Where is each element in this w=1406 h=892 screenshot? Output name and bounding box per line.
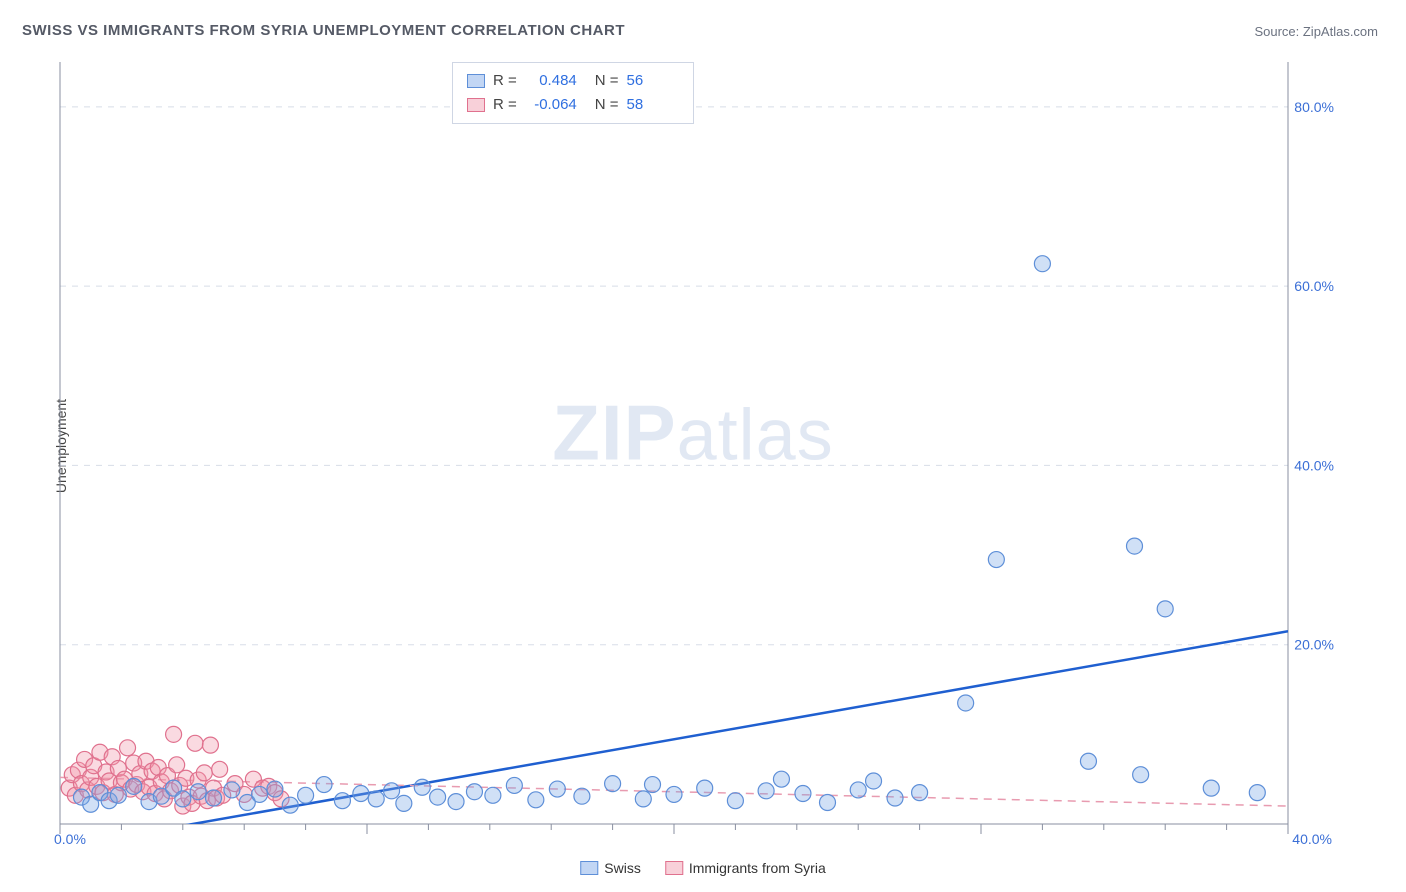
svg-text:80.0%: 80.0% — [1294, 99, 1334, 115]
legend-item: Swiss — [580, 860, 641, 876]
r-label: R = — [493, 93, 517, 117]
stats-row: R = -0.064 N = 58 — [467, 93, 679, 117]
correlation-stats-box: R = 0.484 N = 56 R = -0.064 N = 58 — [452, 62, 694, 124]
scatter-plot: ZIPatlas 20.0%40.0%60.0%80.0%0.0%40.0% — [48, 54, 1338, 844]
source-attribution: Source: ZipAtlas.com — [1254, 24, 1378, 39]
legend-swatch — [580, 861, 598, 875]
svg-text:20.0%: 20.0% — [1294, 637, 1334, 653]
n-label: N = — [595, 93, 619, 117]
legend-label: Immigrants from Syria — [689, 860, 826, 876]
svg-text:0.0%: 0.0% — [54, 831, 86, 844]
r-value: 0.484 — [525, 69, 577, 93]
source-prefix: Source: — [1254, 24, 1302, 39]
r-label: R = — [493, 69, 517, 93]
legend-item: Immigrants from Syria — [665, 860, 826, 876]
n-value: 58 — [627, 93, 679, 117]
chart-svg: 20.0% 40.0% 60.0% 80.0% 0.0% 40.0% — [48, 54, 1338, 844]
legend-swatch — [665, 861, 683, 875]
n-value: 56 — [627, 69, 679, 93]
legend-swatch — [467, 74, 485, 88]
legend-swatch — [467, 98, 485, 112]
chart-title: SWISS VS IMMIGRANTS FROM SYRIA UNEMPLOYM… — [22, 22, 625, 39]
source-name: ZipAtlas.com — [1303, 24, 1378, 39]
stats-row: R = 0.484 N = 56 — [467, 69, 679, 93]
legend-label: Swiss — [604, 860, 641, 876]
svg-text:60.0%: 60.0% — [1294, 278, 1334, 294]
svg-text:40.0%: 40.0% — [1294, 457, 1334, 473]
n-label: N = — [595, 69, 619, 93]
r-value: -0.064 — [525, 93, 577, 117]
series-legend: Swiss Immigrants from Syria — [580, 860, 825, 876]
svg-text:40.0%: 40.0% — [1292, 831, 1332, 844]
